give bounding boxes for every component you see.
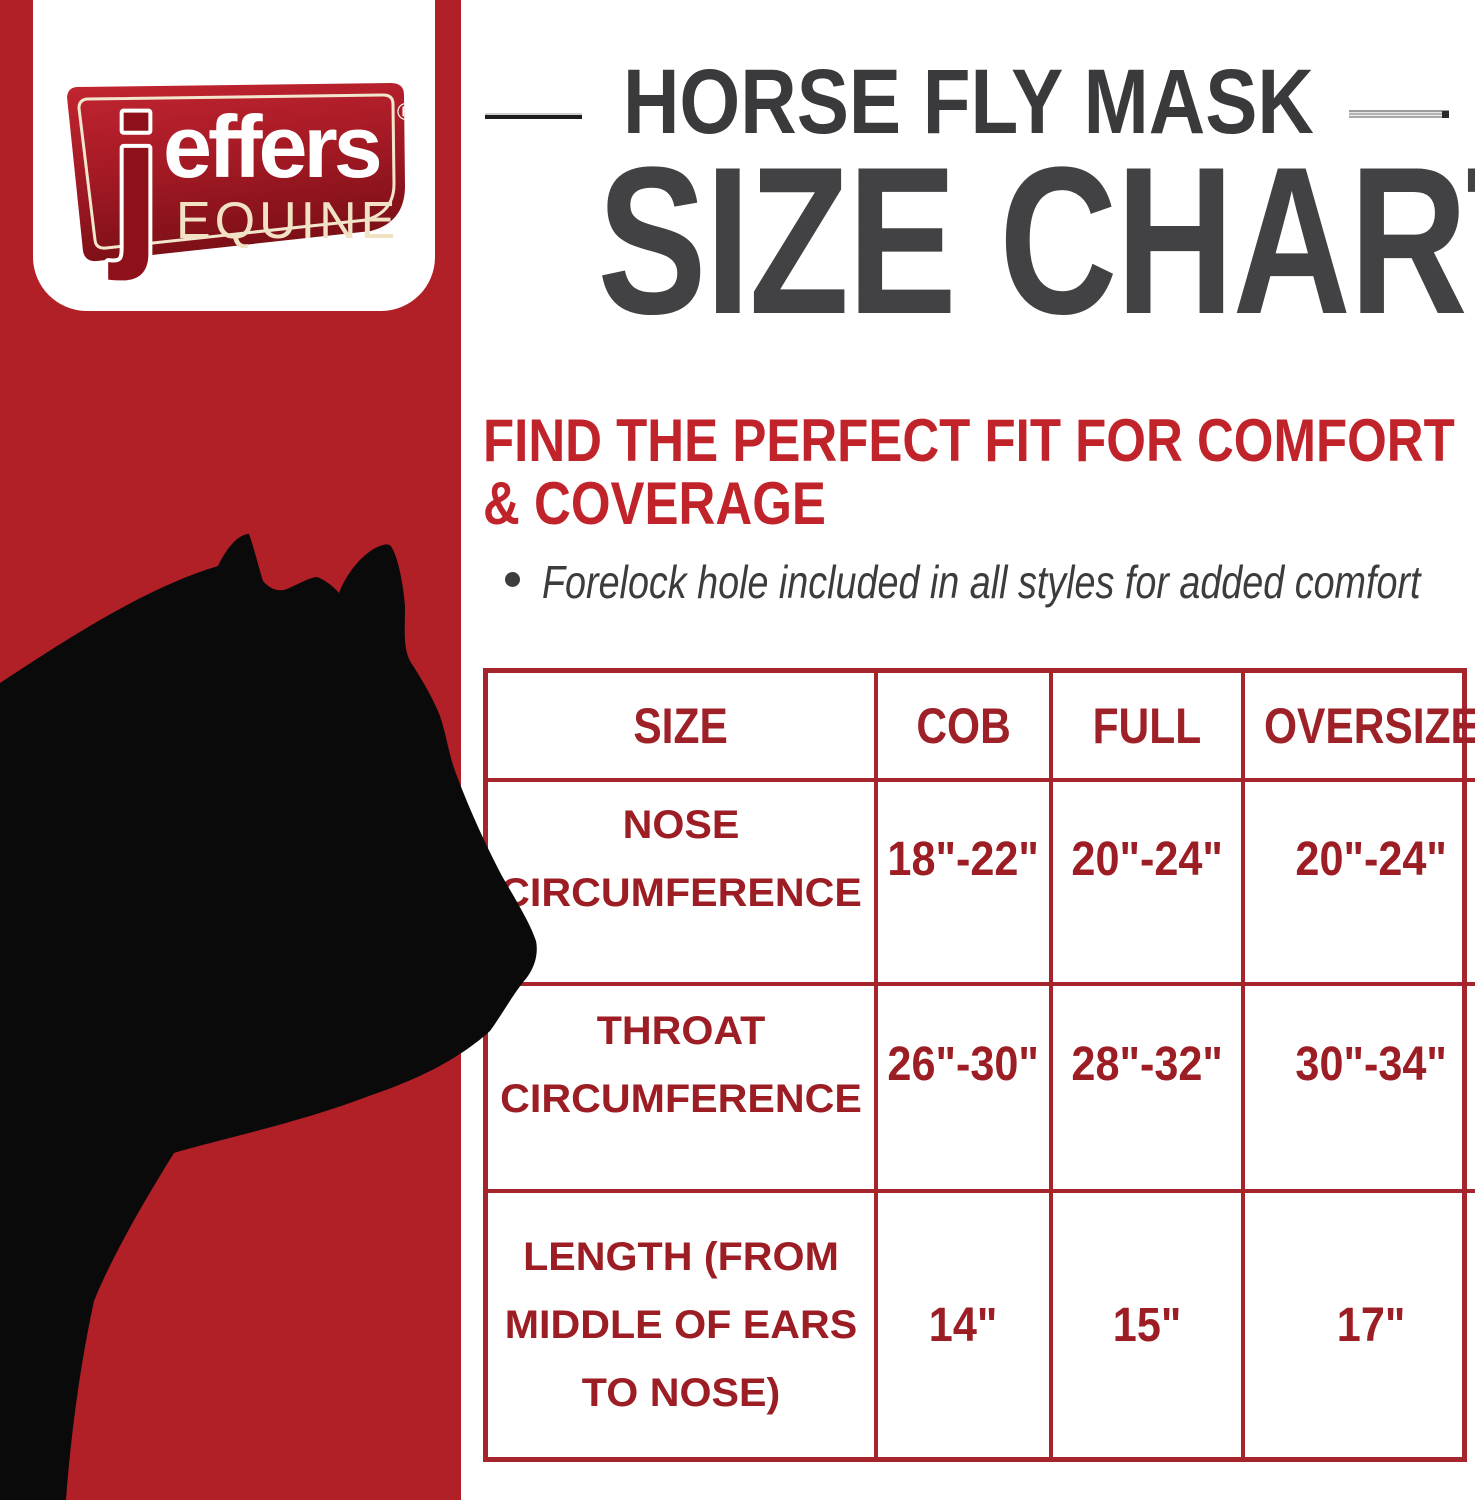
feature-bullet-text: Forelock hole included in all styles for… — [542, 556, 1421, 608]
kicker-row: HORSE FLY MASK — [461, 56, 1475, 148]
fit-heading-line-2: & COVERAGE — [483, 470, 826, 537]
page-title: SIZE CHART — [597, 123, 1475, 358]
cell-length-full: 15" — [1053, 1193, 1245, 1457]
product-kicker: HORSE FLY MASK — [622, 51, 1314, 153]
page-title-row: SIZE CHART — [461, 136, 1475, 346]
row-label-nose-circumference: NOSE CIRCUMFERENCE — [488, 782, 878, 986]
kicker-line-left — [485, 113, 582, 119]
cell-throat-full: 28"-32" — [1053, 986, 1245, 1193]
logo-j-glyph: j — [108, 81, 161, 282]
fit-heading-line-1: FIND THE PERFECT FIT FOR COMFORT — [483, 407, 1455, 474]
cell-length-cob: 14" — [878, 1193, 1053, 1457]
logo-sub-equine: EQUINE — [176, 192, 399, 250]
row-label-length: LENGTH (FROM MIDDLE OF EARS TO NOSE) — [488, 1193, 878, 1457]
table-header-cob: COB — [878, 673, 1053, 782]
bullet-dot-icon — [505, 572, 520, 587]
main-content: HORSE FLY MASK SIZE CHART FIND THE PERFE… — [461, 0, 1475, 1500]
feature-bullet: Forelock hole included in all styles for… — [505, 556, 1475, 608]
registered-mark-icon: ® — [397, 99, 415, 126]
logo-wordmark: effers — [163, 97, 380, 196]
logo-keyline — [77, 93, 396, 250]
cell-nose-full: 20"-24" — [1053, 782, 1245, 986]
cell-throat-oversize: 30"-34" — [1245, 986, 1475, 1193]
cell-length-oversize: 17" — [1337, 1298, 1406, 1352]
table-header-size: SIZE — [488, 673, 878, 782]
row-label-throat-circumference: THROAT CIRCUMFERENCE — [488, 986, 878, 1193]
table-header-oversize: OVERSIZE — [1245, 673, 1475, 782]
jeffers-equine-logo: j effers ® EQUINE — [67, 77, 415, 286]
table-header-full: FULL — [1053, 673, 1245, 782]
cell-throat-cob: 26"-30" — [878, 986, 1053, 1193]
logo-badge — [67, 83, 405, 262]
logo-card: j effers ® EQUINE — [33, 0, 435, 311]
kicker-line-tick — [1442, 111, 1449, 118]
size-table: SIZE COB FULL OVERSIZE NOSE CIRCUMFERENC… — [483, 668, 1475, 1462]
cell-nose-oversize: 20"-24" — [1245, 782, 1475, 986]
cell-nose-cob: 18"-22" — [878, 782, 1053, 986]
kicker-line-right — [1349, 110, 1449, 118]
fit-heading: FIND THE PERFECT FIT FOR COMFORT & COVER… — [483, 409, 1475, 535]
